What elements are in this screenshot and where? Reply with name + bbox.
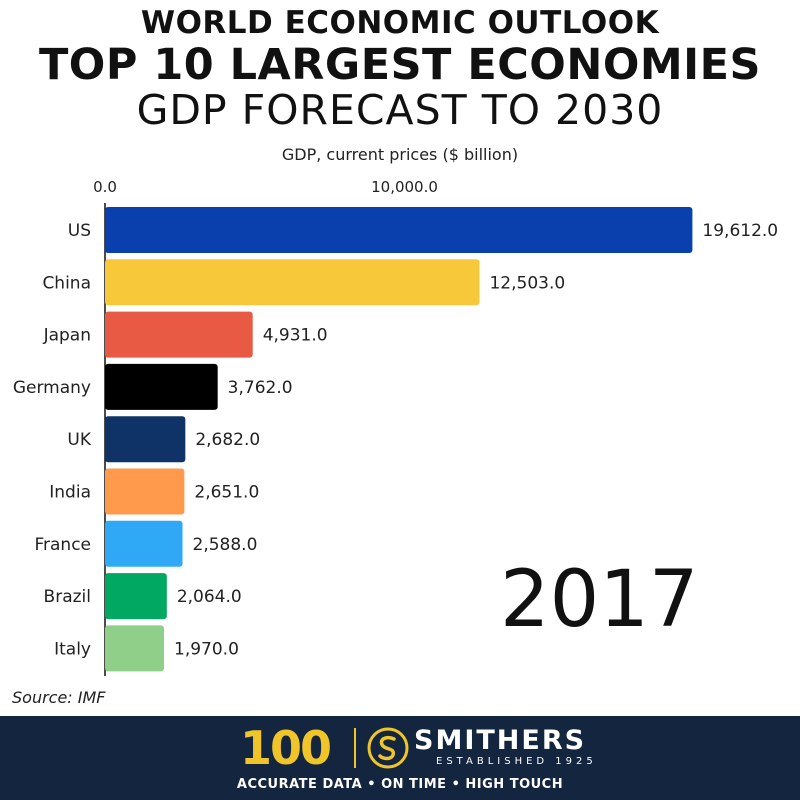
- bar-value-label: 2,064.0: [177, 587, 242, 607]
- y-category-label: US: [68, 221, 91, 241]
- brand-established: ESTABLISHED 1925: [436, 756, 597, 767]
- bar: [105, 416, 186, 463]
- year-label: 2017: [500, 555, 699, 645]
- bar: [105, 468, 185, 515]
- bar-value-label: 12,503.0: [489, 273, 565, 293]
- bar-value-label: 19,612.0: [702, 221, 778, 241]
- bar-chart: 0.0 10,000.0 US 19,612.0 China 12,503.0 Japan 4…: [13, 178, 778, 676]
- bar-value-label: 3,762.0: [228, 378, 293, 398]
- title-line-3: GDP FORECAST TO 2030: [136, 86, 664, 134]
- smithers-emblem-icon: [367, 727, 409, 769]
- source-note: Source: IMF: [12, 688, 106, 707]
- bar: [105, 520, 183, 567]
- bar: [105, 573, 167, 620]
- x-axis-label: GDP, current prices ($ billion): [281, 145, 519, 164]
- bar-value-label: 2,588.0: [193, 535, 258, 555]
- footer-banner: 100 SMITHERS ESTABLISHED 1925 ACCURATE D…: [0, 716, 800, 800]
- bar: [105, 363, 218, 410]
- bar: [105, 207, 693, 253]
- x-tick-label: 10,000.0: [371, 178, 438, 196]
- footer-tagline: ACCURATE DATA • ON TIME • HIGH TOUCH: [236, 777, 564, 792]
- bar-value-label: 2,651.0: [194, 483, 259, 503]
- anniversary-logo: 100: [240, 721, 332, 775]
- bar-value-label: 1,970.0: [174, 639, 239, 659]
- title-line-1: WORLD ECONOMIC OUTLOOK: [140, 5, 660, 41]
- y-category-label: India: [49, 483, 91, 503]
- y-category-label: Germany: [13, 378, 91, 398]
- bar: [105, 625, 165, 672]
- bar: [105, 259, 480, 306]
- y-category-label: Brazil: [44, 587, 91, 607]
- bar-value-label: 2,682.0: [195, 430, 260, 450]
- brand-name: SMITHERS: [414, 725, 587, 756]
- y-category-label: China: [42, 273, 91, 293]
- y-category-label: Japan: [43, 326, 91, 346]
- bar: [105, 311, 253, 358]
- logo-divider: [354, 728, 356, 768]
- title-line-2: TOP 10 LARGEST ECONOMIES: [38, 40, 762, 90]
- y-category-label: Italy: [54, 639, 91, 659]
- y-category-label: UK: [67, 430, 91, 450]
- bar-value-label: 4,931.0: [263, 326, 328, 346]
- y-category-label: France: [34, 535, 91, 555]
- x-tick-label: 0.0: [93, 178, 117, 196]
